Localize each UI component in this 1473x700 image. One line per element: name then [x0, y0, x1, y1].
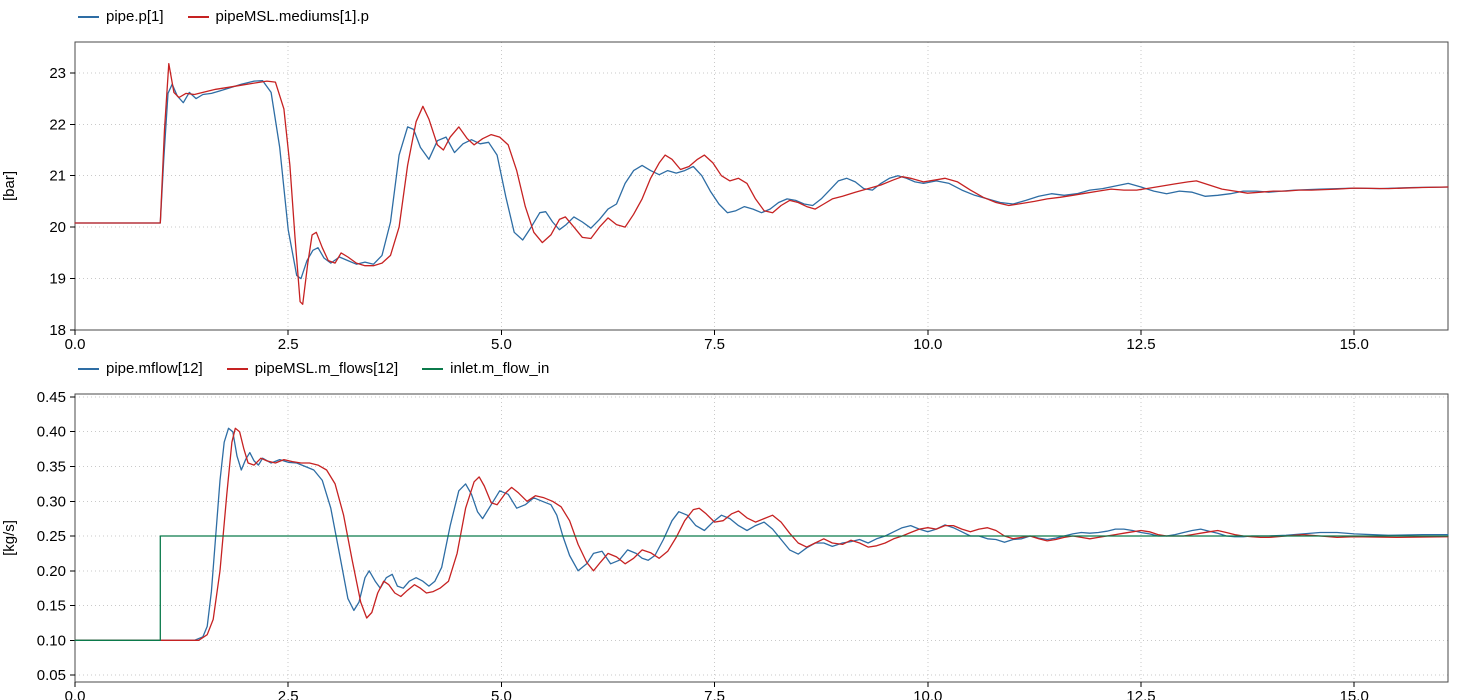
plot-border: [74, 393, 1449, 683]
green-line-swatch-icon: [422, 367, 444, 370]
series-line: [74, 427, 1449, 641]
blue-line-swatch-icon: [78, 15, 99, 18]
legend-label: pipe.mflow[12]: [106, 360, 203, 377]
y-tick-label: 0.45: [37, 389, 66, 406]
y-tick-label: 0.10: [37, 632, 66, 649]
x-tick-label: 5.0: [491, 336, 512, 352]
series-line: [74, 79, 1449, 280]
x-tick-label: 0.0: [65, 688, 86, 700]
legend-item-pipemsl-mflows[interactable]: pipeMSL.m_flows[12]: [226, 360, 399, 377]
x-tick-label: 12.5: [1126, 688, 1155, 700]
y-tick-label: 22: [49, 116, 66, 133]
red-line-swatch-icon: [187, 15, 209, 18]
legend-item-pipe-p[interactable]: pipe.p[1]: [78, 8, 164, 25]
x-tick-label: 5.0: [491, 688, 512, 700]
y-tick-label: 0.35: [37, 459, 66, 476]
y-axis-unit-label: [kg/s]: [1, 520, 18, 556]
legend-label: inlet.m_flow_in: [450, 360, 550, 377]
legend-item-inlet-mflow[interactable]: inlet.m_flow_in: [422, 360, 549, 377]
pressure-plot-canvas[interactable]: 0.0 2.5 5.0 7.5 10.0 12.5 15.0 18 19 20 21 22 23 [bar…: [0, 0, 1473, 352]
x-tick-label: 12.5: [1126, 336, 1155, 352]
x-tick-label: 10.0: [913, 336, 942, 352]
y-tick-label: 0.05: [37, 667, 66, 684]
y-tick-label: 0.40: [37, 424, 66, 441]
x-tick-label: 7.5: [704, 688, 725, 700]
y-tick-label: 21: [49, 168, 66, 185]
x-tick-label: 10.0: [913, 688, 942, 700]
y-tick-label: 0.25: [37, 528, 66, 545]
legend-label: pipeMSL.mediums[1].p: [215, 8, 369, 25]
pressure-legend: pipe.p[1] pipeMSL.mediums[1].p: [78, 8, 369, 25]
plot-border: [74, 41, 1449, 331]
legend-item-pipe-mflow[interactable]: pipe.mflow[12]: [78, 360, 203, 377]
y-tick-label: 0.15: [37, 598, 66, 615]
series-line: [74, 535, 1449, 641]
legend-item-pipemsl-p[interactable]: pipeMSL.mediums[1].p: [187, 8, 369, 25]
y-tick-label: 0.20: [37, 563, 66, 580]
blue-line-swatch-icon: [78, 367, 99, 370]
y-tick-label: 20: [49, 219, 66, 236]
series-line: [74, 427, 1449, 641]
x-tick-label: 0.0: [65, 336, 86, 352]
red-line-swatch-icon: [226, 367, 248, 370]
pressure-chart-section: 0.0 2.5 5.0 7.5 10.0 12.5 15.0 18 19 20 21 22 23 [bar…: [0, 0, 1473, 352]
x-tick-label: 2.5: [278, 336, 299, 352]
mass-flow-legend: pipe.mflow[12] pipeMSL.m_flows[12] inlet…: [78, 360, 549, 377]
y-tick-label: 18: [49, 322, 66, 339]
y-tick-label: 0.30: [37, 493, 66, 510]
series-line: [74, 62, 1449, 305]
y-tick-label: 23: [49, 65, 66, 82]
y-axis-unit-label: [bar]: [1, 171, 18, 201]
y-tick-label: 19: [49, 271, 66, 288]
mass-flow-plot-canvas[interactable]: 0.0 2.5 5.0 7.5 10.0 12.5 15.0 0.05 0.10 0.15 0.20…: [0, 352, 1473, 700]
x-tick-label: 15.0: [1340, 688, 1369, 700]
x-tick-label: 7.5: [704, 336, 725, 352]
x-tick-label: 15.0: [1340, 336, 1369, 352]
x-tick-label: 2.5: [278, 688, 299, 700]
mass-flow-chart-section: 0.0 2.5 5.0 7.5 10.0 12.5 15.0 0.05 0.10 0.15 0.20…: [0, 352, 1473, 700]
legend-label: pipeMSL.m_flows[12]: [254, 360, 399, 377]
legend-label: pipe.p[1]: [106, 8, 164, 25]
